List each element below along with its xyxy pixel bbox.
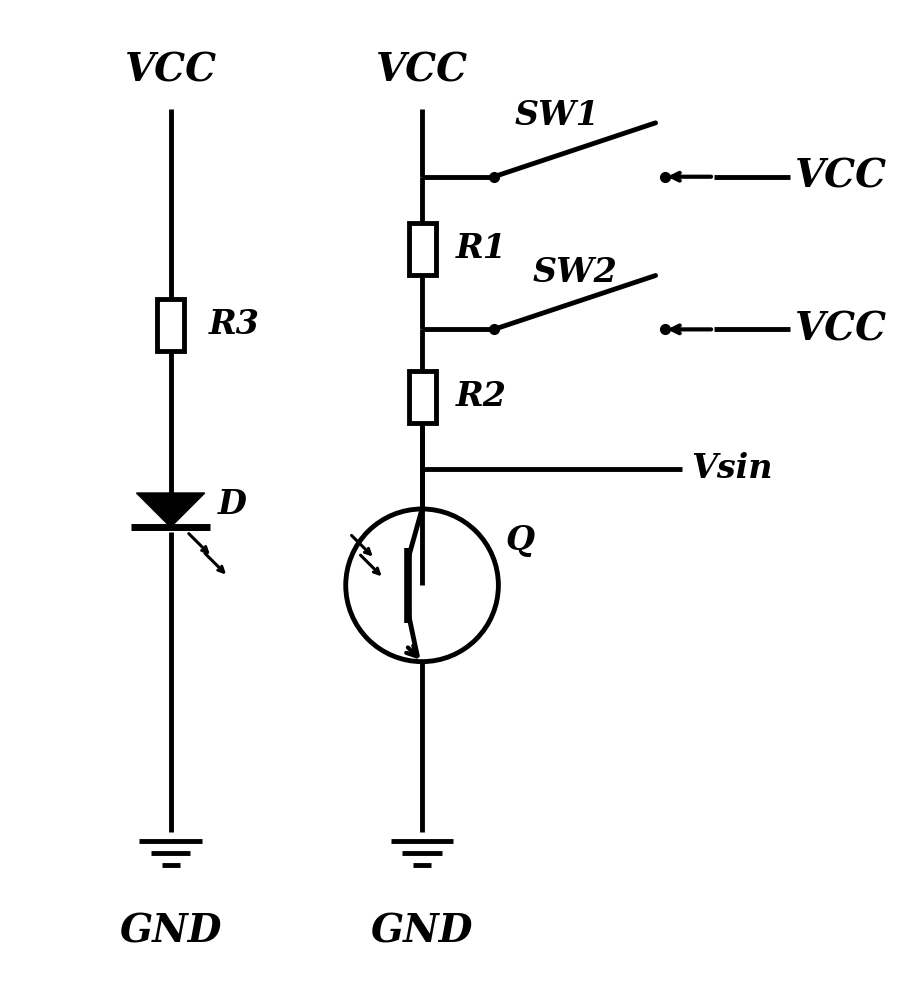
Polygon shape [136,493,205,527]
Text: R3: R3 [208,308,260,341]
Text: Vsin: Vsin [691,452,773,485]
Text: D: D [217,488,246,521]
Bar [157,299,184,351]
Text: GND: GND [371,912,473,950]
Bar [409,223,436,275]
Bar [409,371,436,423]
Text: VCC: VCC [376,52,468,90]
Text: R2: R2 [456,380,507,413]
Text: VCC: VCC [125,52,216,90]
Text: SW1: SW1 [515,99,599,132]
Text: GND: GND [119,912,222,950]
Text: VCC: VCC [795,310,887,348]
Text: SW2: SW2 [533,256,617,289]
Text: Q: Q [506,524,534,557]
Text: R1: R1 [456,232,507,265]
Text: VCC: VCC [795,158,887,196]
